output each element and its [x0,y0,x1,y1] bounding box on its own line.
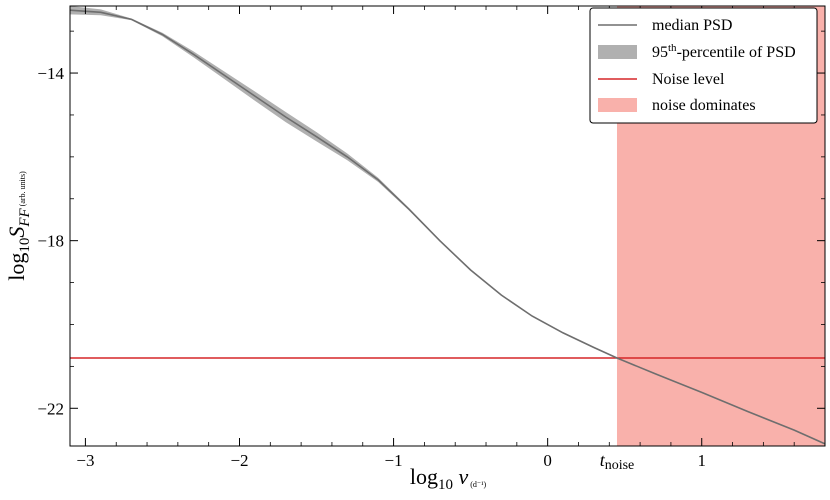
axes: −3 −2 −1 0 1 tnoise −14 −18 −22 [37,5,826,473]
x-tick-label-tnoise: tnoise [600,450,635,473]
axis-labels: log10 ν (d⁻¹) log10SFF (arb. units) [4,171,487,493]
x-tick-label: −3 [76,451,94,470]
y-tick-label: −14 [37,64,64,83]
axes-frame [69,5,826,447]
x-axis-label: log10 ν (d⁻¹) [410,464,487,493]
x-tick-label: 0 [543,451,552,470]
y-axis-label: log10SFF (arb. units) [4,171,33,281]
legend-noise-region-swatch [598,98,637,112]
y-tick-label: −22 [37,399,64,418]
legend-label-median: median PSD [652,17,732,34]
legend-label-percentile: 95th-percentile of PSD [652,42,796,61]
percentile-band [70,6,471,271]
legend-percentile-swatch [598,45,637,59]
legend-label-noise-region: noise dominates [652,97,756,114]
legend: median PSD 95th-percentile of PSD Noise le… [589,7,818,124]
y-tick-label: −18 [37,232,64,251]
x-tick-label: 1 [697,451,706,470]
x-tick-label: −2 [230,451,248,470]
legend-box [589,7,818,124]
legend-label-noise-level: Noise level [652,71,725,88]
median-psd-line [69,9,826,445]
x-tick-label: −1 [385,451,403,470]
